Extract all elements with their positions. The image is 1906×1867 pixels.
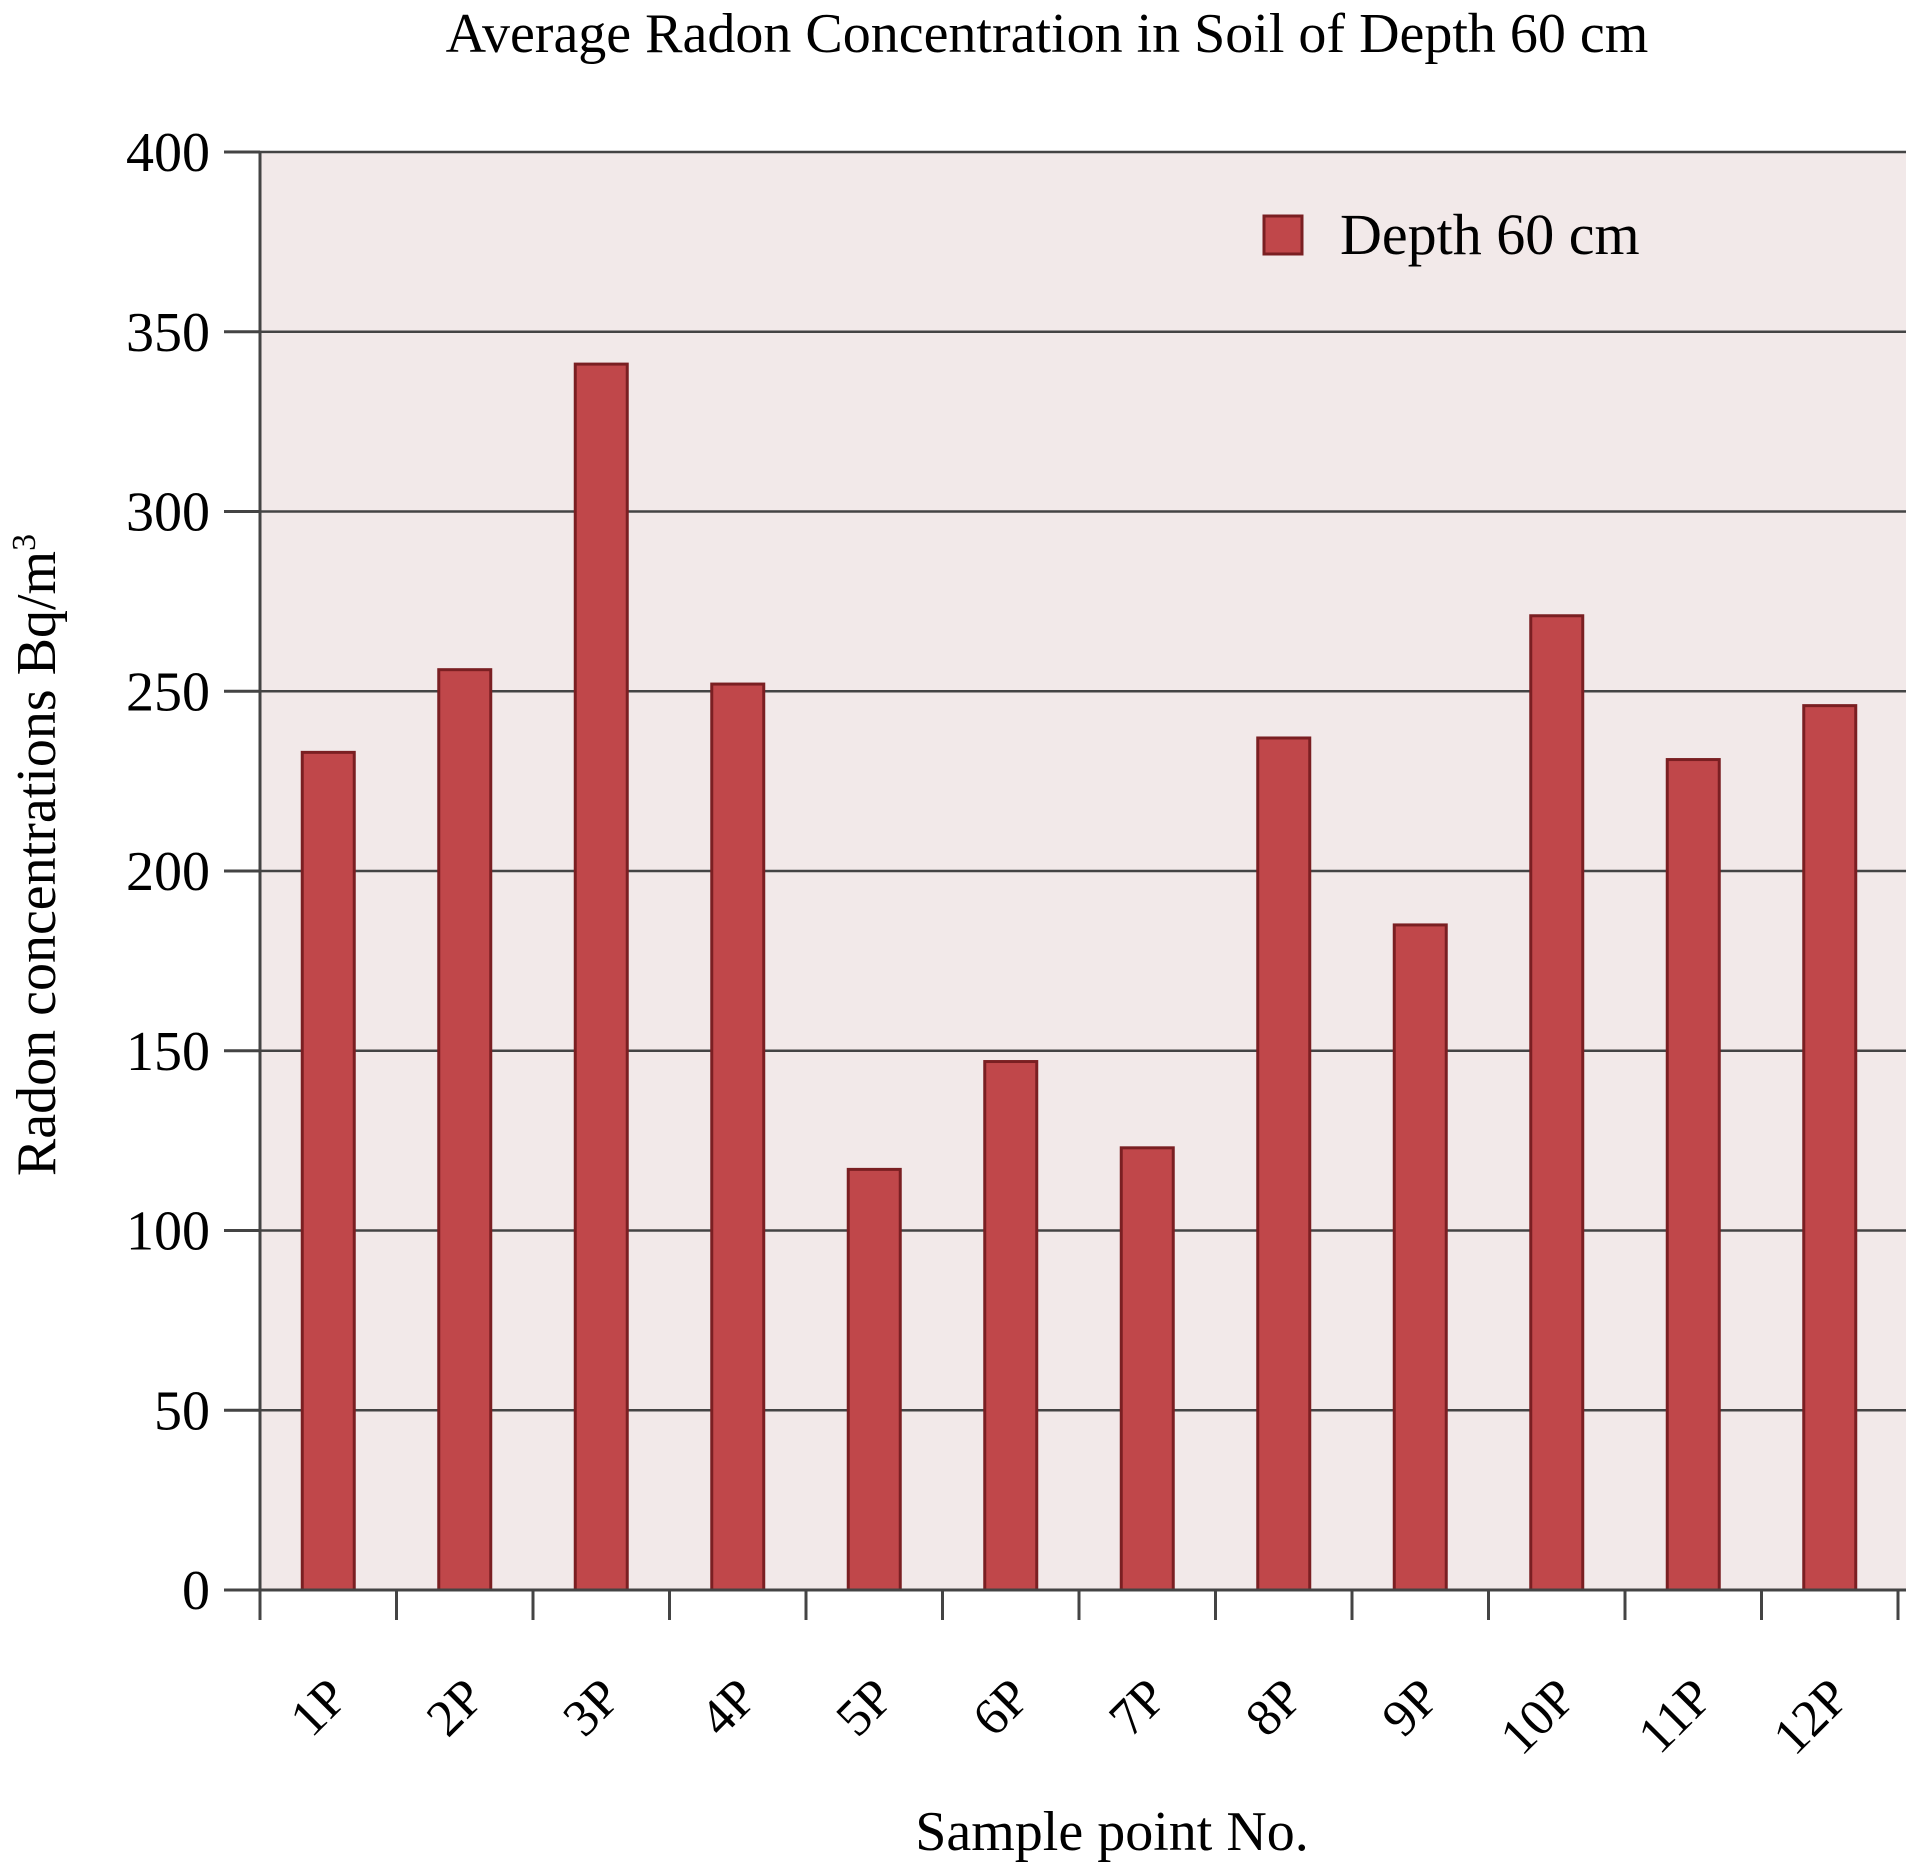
y-tick-label-200: 200: [126, 841, 210, 903]
axes: [224, 150, 1906, 1620]
bar-4P: [710, 682, 766, 1592]
bar-6P: [983, 1060, 1039, 1592]
bar-12P: [1802, 704, 1858, 1592]
y-tick-labels: 0 50 100 150 200 250 300 350 400: [126, 122, 210, 1622]
y-tick-label-400: 400: [126, 122, 210, 184]
bar-2P: [437, 668, 493, 1592]
legend-label: Depth 60 cm: [1340, 202, 1640, 267]
legend: Depth 60 cm: [1262, 202, 1640, 267]
x-tick-label-6P: 6P: [962, 1668, 1041, 1747]
y-axis-label-superscript: 3: [6, 534, 43, 551]
y-tick-label-100: 100: [126, 1201, 210, 1263]
bar-7P: [1119, 1146, 1175, 1592]
x-tick-label-1P: 1P: [280, 1668, 359, 1747]
x-tick-label-2P: 2P: [416, 1668, 495, 1747]
x-tick-label-7P: 7P: [1099, 1668, 1178, 1747]
x-tick-label-8P: 8P: [1235, 1668, 1314, 1747]
x-axis-label: Sample point No.: [915, 1801, 1309, 1863]
x-tick-label-3P: 3P: [553, 1668, 632, 1747]
bar-10P: [1529, 614, 1585, 1592]
bar-8P: [1256, 736, 1312, 1592]
y-tick-label-300: 300: [126, 482, 210, 544]
y-tick-label-50: 50: [154, 1380, 210, 1442]
legend-swatch: [1262, 214, 1304, 256]
y-tick-label-0: 0: [182, 1560, 210, 1622]
bars: [300, 362, 1858, 1592]
x-tick-label-11P: 11P: [1628, 1668, 1724, 1764]
bar-5P: [846, 1167, 902, 1592]
gridlines: [260, 150, 1906, 1412]
x-tick-label-12P: 12P: [1763, 1668, 1861, 1766]
y-tick-label-150: 150: [126, 1021, 210, 1083]
bar-1P: [300, 750, 356, 1592]
x-tick-label-4P: 4P: [689, 1668, 768, 1747]
bar-3P: [573, 362, 629, 1592]
y-axis-label-main: Radon concentrations Bq/m: [6, 551, 68, 1176]
y-axis-label: Radon concentrations Bq/m3: [6, 534, 68, 1176]
bar-9P: [1392, 923, 1448, 1592]
x-tick-label-9P: 9P: [1372, 1668, 1451, 1747]
x-tick-labels: 1P 2P 3P 4P 5P 6P 7P 8P 9P 10P 11P 12P: [280, 1668, 1861, 1766]
bar-11P: [1665, 758, 1721, 1592]
y-tick-label-350: 350: [126, 302, 210, 364]
chart-title: Average Radon Concentration in Soil of D…: [446, 3, 1649, 65]
x-tick-label-5P: 5P: [826, 1668, 905, 1747]
x-tick-label-10P: 10P: [1490, 1668, 1588, 1766]
y-tick-label-250: 250: [126, 661, 210, 723]
